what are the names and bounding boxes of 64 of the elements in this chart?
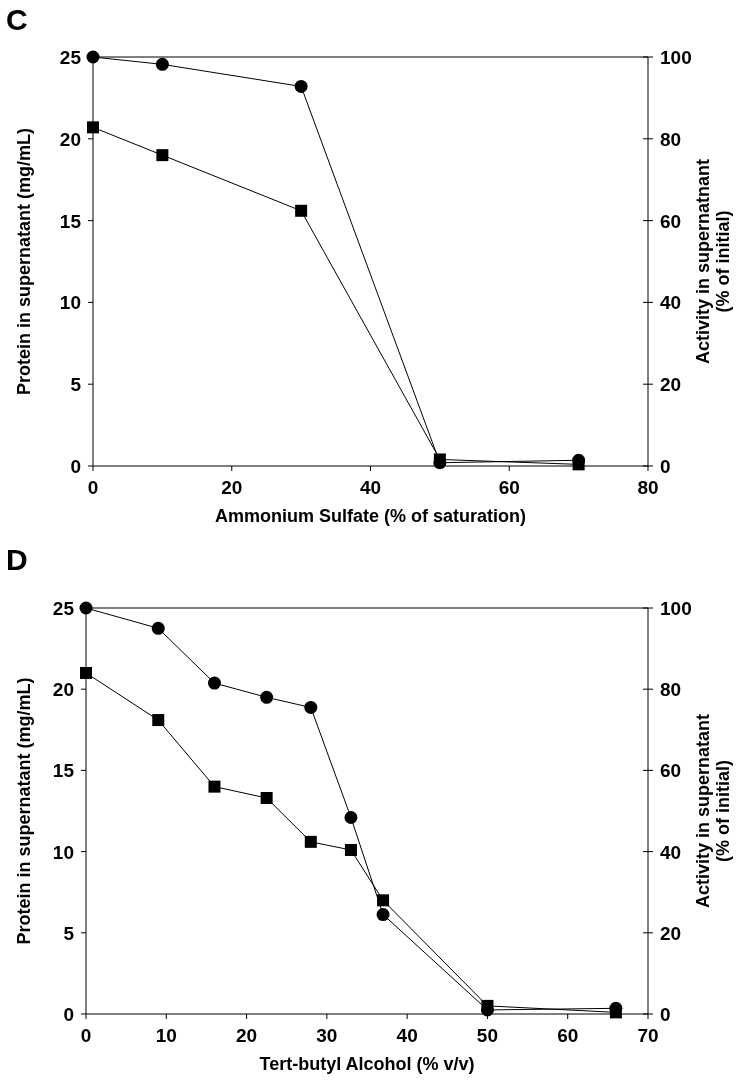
y2-axis-title: Activity in supernatant (% of initial) [693, 713, 733, 909]
x-axis-title: Ammonium Sulfate (% of saturation) [214, 506, 527, 526]
y-tick-label: 15 [52, 760, 75, 782]
x-tick-label: 0 [87, 477, 99, 498]
x-tick-label: 10 [155, 1025, 177, 1046]
point [79, 601, 93, 615]
chart-title: D [6, 543, 28, 576]
x-tick-label: 40 [359, 477, 382, 498]
y2-tick-label: 40 [660, 841, 682, 863]
point [304, 835, 317, 848]
point [260, 690, 274, 704]
x-tick-label: 20 [236, 1025, 258, 1046]
point [151, 621, 165, 635]
x-tick-label: 60 [557, 1025, 579, 1046]
x-tick-label: 20 [221, 477, 243, 498]
point [152, 714, 165, 727]
y-tick-label: 15 [59, 210, 82, 232]
point [377, 894, 390, 907]
y-tick-label: 10 [59, 292, 81, 314]
point [260, 792, 273, 805]
chart-title: C [6, 3, 28, 36]
y-tick-label: 10 [52, 841, 74, 863]
y-tick-label: 25 [52, 598, 75, 619]
point [344, 811, 358, 824]
x-tick-label: 70 [637, 1025, 659, 1046]
point [87, 121, 99, 134]
y-tick-label: 0 [63, 1004, 74, 1025]
point [86, 50, 100, 64]
point [207, 676, 221, 690]
y2-tick-label: 60 [660, 760, 682, 782]
y2-tick-label: 0 [660, 1004, 671, 1025]
point [156, 149, 169, 162]
point [376, 908, 390, 922]
point [80, 666, 92, 679]
y2-tick-label: 100 [660, 598, 692, 619]
point [208, 780, 221, 793]
y2-tick-label: 20 [660, 374, 682, 396]
point [344, 843, 357, 856]
y-tick-label: 20 [59, 128, 81, 150]
y-tick-label: 20 [52, 679, 74, 701]
y-tick-label: 5 [70, 374, 82, 396]
x-tick-label: 80 [637, 477, 659, 498]
x-tick-label: 40 [396, 1025, 418, 1046]
y-axis-title: Protein in supernatant (mg/mL) [14, 677, 34, 945]
y2-tick-label: 40 [660, 292, 682, 314]
point [155, 57, 169, 71]
point [295, 204, 308, 217]
x-tick-label: 60 [498, 477, 520, 498]
y-tick-label: 0 [70, 456, 81, 477]
point [294, 79, 308, 93]
point [304, 700, 318, 714]
y2-tick-label: 0 [660, 456, 671, 477]
y-axis-title: Protein in supernatant (mg/mL) [14, 127, 34, 396]
y2-tick-label: 60 [660, 210, 682, 232]
y-tick-label: 5 [63, 922, 75, 944]
y2-tick-label: 20 [660, 922, 682, 944]
y-tick-label: 25 [59, 47, 82, 68]
x-axis-title: Tert-butyl Alcohol (% v/v) [259, 1054, 475, 1074]
y2-tick-label: 80 [660, 128, 682, 150]
y2-tick-label: 80 [660, 679, 682, 701]
y2-axis-title: Activity in supernatnant (% of initial) [693, 158, 733, 365]
y2-tick-label: 100 [660, 47, 692, 68]
x-tick-label: 50 [476, 1025, 498, 1046]
x-tick-label: 30 [316, 1025, 338, 1046]
